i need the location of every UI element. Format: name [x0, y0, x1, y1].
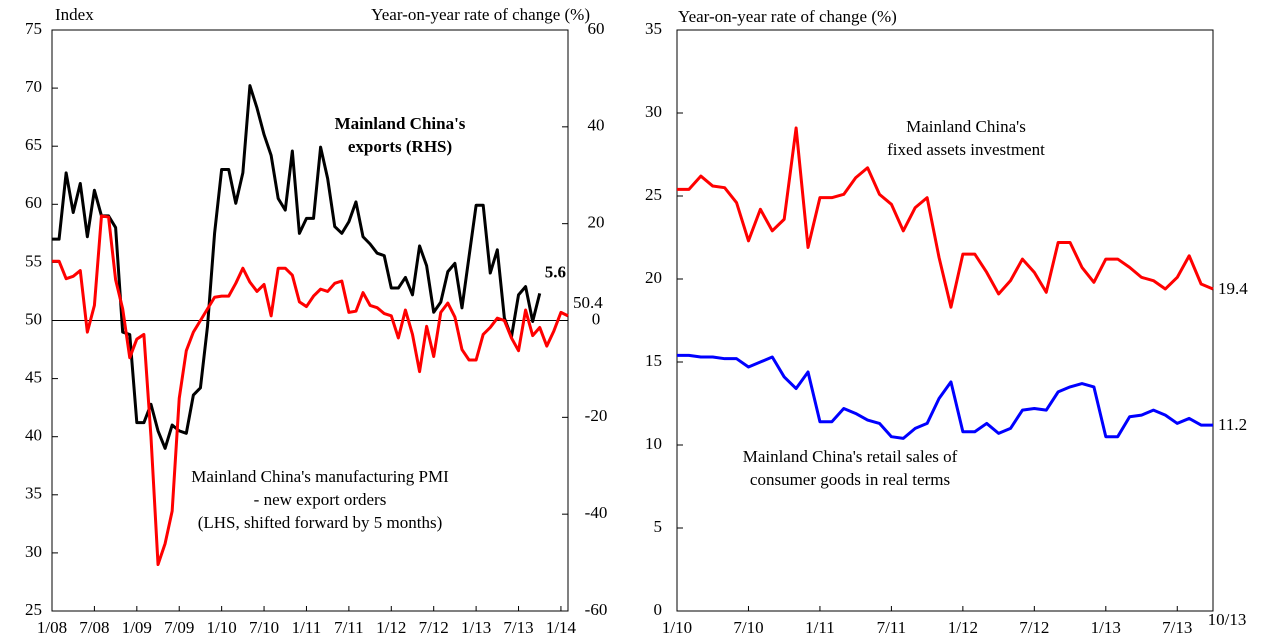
end-value-label: 19.4 — [1218, 279, 1248, 298]
y-tick-label: 70 — [25, 77, 42, 96]
y-tick-label: 35 — [645, 19, 662, 38]
x-tick-label: 10/13 — [1208, 610, 1247, 629]
series-annotation: Mainland China's — [906, 117, 1026, 136]
end-value-label: 50.4 — [573, 293, 603, 312]
y-axis-label: Index — [55, 5, 94, 24]
y-tick-label: 65 — [25, 135, 42, 154]
plot-frame — [676, 29, 1214, 612]
x-tick-label: 7/10 — [733, 618, 763, 637]
x-tick-label: 1/10 — [207, 618, 237, 637]
y-tick-label: 25 — [645, 185, 662, 204]
y2-tick-label: -40 — [585, 503, 608, 522]
x-tick-label: 7/10 — [249, 618, 279, 637]
x-tick-label: 1/09 — [122, 618, 152, 637]
x-tick-label: 7/11 — [877, 618, 907, 637]
y2-tick-label: 40 — [588, 116, 605, 135]
x-tick-label: 1/12 — [376, 618, 406, 637]
series-annotation: fixed assets investment — [887, 140, 1045, 159]
x-tick-label: 1/11 — [292, 618, 322, 637]
x-tick-label: 7/12 — [419, 618, 449, 637]
series-line — [52, 214, 569, 567]
y-tick-label: 15 — [645, 351, 662, 370]
y2-tick-label: 20 — [588, 213, 605, 232]
y-tick-label: 75 — [25, 19, 42, 38]
y-axis-label: Year-on-year rate of change (%) — [678, 7, 897, 26]
y2-tick-label: 60 — [588, 19, 605, 38]
series-annotation: Mainland China's — [335, 114, 466, 133]
series-line — [677, 353, 1213, 440]
series-annotation: Mainland China's retail sales of — [743, 447, 958, 466]
series-annotation: - new export orders — [254, 490, 387, 509]
x-tick-label: 1/10 — [662, 618, 692, 637]
y-tick-label: 25 — [25, 600, 42, 619]
x-tick-label: 1/13 — [1091, 618, 1121, 637]
series-annotation: Mainland China's manufacturing PMI — [191, 467, 449, 486]
y-tick-label: 55 — [25, 251, 42, 270]
x-tick-label: 1/13 — [461, 618, 491, 637]
y-tick-label: 5 — [654, 517, 663, 536]
y-tick-label: 30 — [645, 102, 662, 121]
series-line — [677, 126, 1214, 309]
y2-axis-label: Year-on-year rate of change (%) — [371, 5, 590, 24]
y-tick-label: 20 — [645, 268, 662, 287]
end-value-label: 5.6 — [545, 262, 566, 281]
x-tick-label: 1/11 — [805, 618, 835, 637]
x-tick-label: 7/13 — [503, 618, 533, 637]
y2-tick-label: 0 — [592, 309, 601, 328]
x-tick-label: 7/09 — [164, 618, 194, 637]
end-value-label: 11.2 — [1218, 415, 1247, 434]
series-line — [52, 84, 542, 450]
x-tick-label: 7/12 — [1019, 618, 1049, 637]
x-tick-label: 1/14 — [546, 618, 577, 637]
y-tick-label: 45 — [25, 368, 42, 387]
y-tick-label: 30 — [25, 542, 42, 561]
y-tick-label: 40 — [25, 426, 42, 445]
series-annotation: consumer goods in real terms — [750, 470, 950, 489]
y2-tick-label: -60 — [585, 600, 608, 619]
x-tick-label: 7/11 — [334, 618, 364, 637]
series-annotation: exports (RHS) — [348, 137, 452, 156]
x-tick-label: 7/08 — [79, 618, 109, 637]
y-tick-label: 0 — [654, 600, 663, 619]
x-tick-label: 1/08 — [37, 618, 67, 637]
y-tick-label: 50 — [25, 309, 42, 328]
x-tick-label: 1/12 — [948, 618, 978, 637]
y-tick-label: 10 — [645, 434, 662, 453]
y-tick-label: 35 — [25, 484, 42, 503]
y-tick-label: 60 — [25, 193, 42, 212]
series-annotation: (LHS, shifted forward by 5 months) — [198, 513, 443, 532]
y2-tick-label: -20 — [585, 406, 608, 425]
x-tick-label: 7/13 — [1162, 618, 1192, 637]
